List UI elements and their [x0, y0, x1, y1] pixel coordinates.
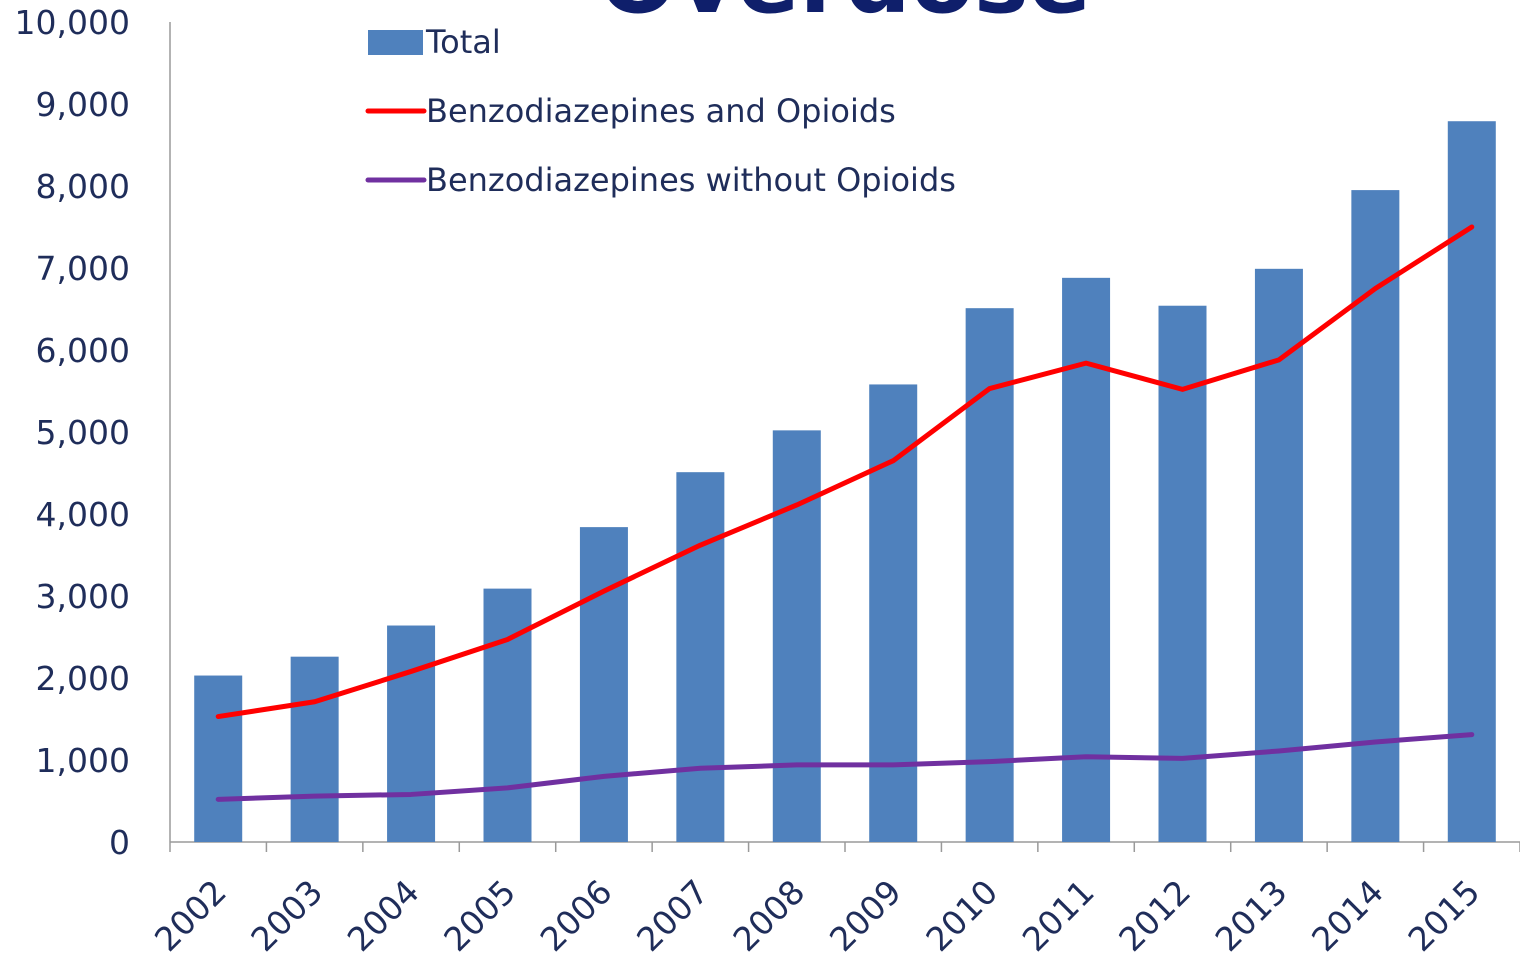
legend: Total Benzodiazepines and Opioids Benzodia…: [365, 23, 956, 199]
y-tick-label: 10,000: [15, 3, 130, 42]
bar-total: [1254, 268, 1303, 842]
bar-total: [869, 384, 918, 842]
x-tick-label: 2003: [243, 872, 330, 957]
x-tick-label: 2010: [918, 872, 1005, 957]
x-tick-label: 2014: [1304, 872, 1391, 957]
legend-label: Total: [425, 23, 501, 61]
bar-total: [1158, 305, 1207, 843]
y-tick-label: 8,000: [36, 167, 130, 206]
bar-total: [387, 625, 436, 842]
x-tick-label: 2005: [436, 872, 523, 957]
bar-total: [194, 675, 243, 842]
series-line-1: [215, 224, 1475, 720]
bar-total: [579, 527, 628, 842]
series-line-2: [215, 732, 1475, 802]
y-tick-label: 3,000: [36, 577, 130, 616]
x-axis: 2002 2003 2004 2005 2006 2007 2008 2009 2010 2011…: [147, 841, 1520, 957]
bar-total: [1447, 121, 1496, 843]
x-tick-label: 2002: [147, 872, 234, 957]
legend-label: Benzodiazepines without Opioids: [426, 161, 956, 199]
bar-total: [1062, 277, 1111, 843]
lines: [215, 224, 1475, 802]
y-tick-label: 7,000: [36, 249, 130, 288]
y-axis: 0 1,000 2,000 3,000 4,000 5,000 6,000 7,000 8,00…: [15, 3, 171, 862]
x-tick-label: 2013: [1208, 872, 1295, 957]
x-tick-label: 2007: [629, 872, 716, 957]
y-tick-label: 2,000: [36, 659, 130, 698]
x-tick-label: 2008: [725, 872, 812, 957]
x-tick-label: 2012: [1111, 872, 1198, 957]
legend-label: Benzodiazepines and Opioids: [426, 92, 896, 130]
x-tick-label: 2006: [533, 872, 620, 957]
bar-total: [772, 430, 821, 842]
legend-swatch-bar: [368, 30, 423, 55]
y-tick-label: 4,000: [36, 495, 130, 534]
y-tick-label: 6,000: [36, 331, 130, 370]
y-tick-label: 1,000: [36, 741, 130, 780]
y-tick-label: 9,000: [36, 85, 130, 124]
x-tick-label: 2015: [1400, 872, 1487, 957]
bar-total: [483, 588, 532, 842]
bar-total: [290, 656, 339, 842]
y-tick-label: 5,000: [36, 413, 130, 452]
y-tick-label: 0: [109, 823, 130, 862]
x-tick-label: 2011: [1015, 872, 1102, 957]
bar-total: [676, 472, 725, 842]
x-tick-label: 2009: [822, 872, 909, 957]
chart-title: Overdose: [599, 0, 1091, 34]
bar-total: [965, 308, 1014, 842]
x-tick-label: 2004: [340, 872, 427, 957]
